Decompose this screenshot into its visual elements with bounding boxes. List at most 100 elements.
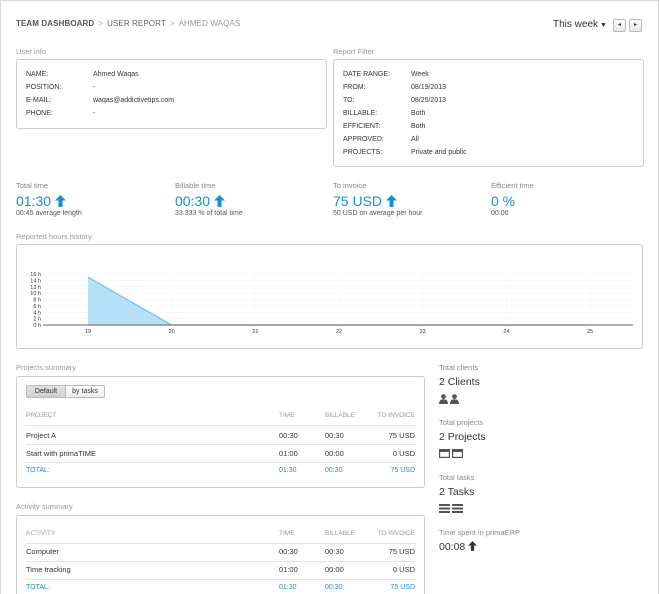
column-header-activity: ACTIVITY: [26, 530, 56, 537]
user-info-title: User info: [16, 47, 47, 56]
user-info-value: -: [93, 110, 96, 117]
stat-value: 75 USD: [333, 193, 483, 209]
stat-value-text: 01:30: [16, 193, 52, 209]
column-header-to-invoice: TO INVOICE: [377, 530, 415, 537]
project-time: 01:00: [279, 449, 298, 458]
x-tick-label: 25: [587, 329, 593, 335]
activity-billable: 00:30: [325, 547, 344, 556]
filter-key: TO:: [343, 97, 355, 104]
y-tick-label: 16 h: [30, 272, 41, 278]
y-tick-label: 12 h: [30, 285, 41, 291]
filter-value: 08/19/2013: [411, 84, 447, 91]
total-label: TOTAL:: [26, 584, 50, 591]
next-period-button[interactable]: ▸: [629, 19, 642, 32]
x-tick-label: 23: [420, 329, 426, 335]
total-tasks-value: 2 Tasks: [439, 486, 475, 498]
activity-time: 00:30: [279, 547, 298, 556]
filter-key: EFFICIENT:: [343, 123, 381, 130]
report-filter-title: Report Filter: [333, 47, 375, 56]
user-info-value: Ahmed Waqas: [93, 71, 139, 78]
breadcrumb-user-report[interactable]: USER REPORT: [107, 19, 166, 28]
breadcrumb-current-user: AHMED WAQAS: [178, 19, 241, 28]
stat-billable-time: Billable time 00:30 33.333 % of total ti…: [175, 181, 325, 217]
table-row[interactable]: Project A 00:30 00:30 75 USD: [17, 429, 426, 443]
breadcrumb-separator: >: [169, 19, 175, 28]
column-header-billable: BILLABLE: [325, 412, 355, 419]
y-tick-label: 0 h: [33, 323, 41, 329]
y-tick-label: 2 h: [33, 317, 41, 323]
activity-name: Computer: [26, 547, 59, 556]
stat-value: 0 %: [491, 193, 516, 209]
tasks-icon: [439, 504, 463, 515]
filter-value: Both: [411, 123, 426, 130]
row-divider: [26, 579, 416, 580]
y-tick-label: 10 h: [30, 291, 41, 297]
filter-value: Both: [411, 110, 426, 117]
user-info-key: NAME:: [26, 71, 49, 78]
breadcrumb-team-dashboard[interactable]: TEAM DASHBOARD: [16, 19, 95, 28]
x-tick-label: 20: [169, 329, 175, 335]
user-info-key: PHONE:: [26, 110, 53, 117]
total-time: 01:30: [279, 467, 297, 474]
arrow-up-icon: [213, 195, 225, 207]
user-info-value: -: [93, 84, 96, 91]
stat-sub: 00:45 average length: [16, 210, 82, 217]
total-tasks-label: Total tasks: [439, 473, 475, 482]
stat-sub: 50 USD on average per hour: [333, 210, 423, 217]
filter-value: Private and public: [411, 149, 467, 156]
filter-value: 08/25/2013: [411, 97, 447, 104]
activity-name: Time tracking: [26, 565, 71, 574]
chevron-left-icon: ◂: [617, 22, 621, 28]
table-row[interactable]: Time tracking 01:00 00:00 0 USD: [17, 563, 426, 577]
arrow-up-icon: [468, 541, 478, 551]
user-info-key: E-MAIL:: [26, 97, 52, 104]
project-name: Start with primaTIME: [26, 449, 97, 458]
row-divider: [26, 444, 416, 445]
row-divider: [26, 462, 416, 463]
area-series: [88, 277, 590, 325]
stat-value: 00:30: [175, 193, 325, 209]
total-billable: 00:30: [325, 467, 343, 474]
filter-value: All: [411, 136, 419, 143]
activity-summary-title: Activity summary: [16, 502, 73, 511]
arrow-up-icon: [54, 195, 66, 207]
activity-billable: 00:00: [325, 565, 344, 574]
user-info-key: POSITION:: [26, 84, 62, 91]
row-divider: [26, 425, 416, 426]
hours-history-chart: 16 h14 h12 h10 h8 h6 h4 h2 h0 h 19 20 21 22 2…: [30, 272, 633, 335]
users-icon: [439, 394, 461, 406]
total-to-invoice: 75 USD: [390, 467, 415, 474]
arrow-up-icon: [385, 195, 397, 207]
y-tick-label: 8 h: [33, 298, 41, 304]
stat-label: To invoice: [333, 181, 367, 190]
history-title: Reported hours history: [16, 232, 92, 241]
total-clients-label: Total clients: [439, 363, 479, 372]
prev-period-button[interactable]: ◂: [613, 19, 626, 32]
stat-sub: 33.333 % of total time: [175, 210, 243, 217]
stat-label: Total time: [16, 181, 49, 190]
period-label: This week: [553, 19, 599, 30]
user-info-value: waqas@addictivetips.com: [93, 97, 175, 104]
table-row[interactable]: Start with primaTIME 01:00 00:00 0 USD: [17, 447, 426, 461]
activity-summary-box: ACTIVITY TIME BILLABLE TO INVOICE Comput…: [16, 515, 425, 594]
project-to-invoice: 75 USD: [388, 431, 415, 440]
projects-summary-title: Projects summary: [16, 363, 77, 372]
stat-total-time: Total time 01:30 00:45 average length: [16, 181, 166, 217]
activity-to-invoice: 75 USD: [388, 547, 415, 556]
period-dropdown[interactable]: This week ▼: [553, 19, 607, 30]
column-header-to-invoice: TO INVOICE: [377, 412, 415, 419]
project-name: Project A: [26, 431, 57, 440]
filter-key: APPROVED:: [343, 136, 384, 143]
x-tick-label: 21: [252, 329, 258, 335]
project-time: 00:30: [279, 431, 298, 440]
table-row[interactable]: Computer 00:30 00:30 75 USD: [17, 545, 426, 559]
time-spent-value: 00:08: [439, 541, 478, 553]
project-billable: 00:00: [325, 449, 344, 458]
tab-by-tasks[interactable]: by tasks: [65, 385, 105, 398]
stat-value-text: 75 USD: [333, 193, 383, 209]
tab-default[interactable]: Default: [26, 385, 66, 398]
total-projects-label: Total projects: [439, 418, 484, 427]
stat-value: 01:30: [16, 193, 166, 209]
activity-time: 01:00: [279, 565, 298, 574]
